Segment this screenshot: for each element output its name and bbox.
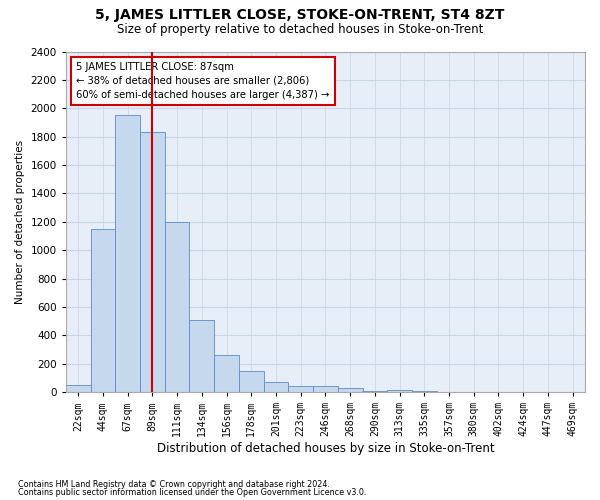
Text: Contains HM Land Registry data © Crown copyright and database right 2024.: Contains HM Land Registry data © Crown c… bbox=[18, 480, 330, 489]
Text: Contains public sector information licensed under the Open Government Licence v3: Contains public sector information licen… bbox=[18, 488, 367, 497]
Text: 5 JAMES LITTLER CLOSE: 87sqm
← 38% of detached houses are smaller (2,806)
60% of: 5 JAMES LITTLER CLOSE: 87sqm ← 38% of de… bbox=[76, 62, 329, 100]
Bar bbox=[165, 222, 190, 392]
Text: Size of property relative to detached houses in Stoke-on-Trent: Size of property relative to detached ho… bbox=[117, 22, 483, 36]
Bar bbox=[289, 386, 313, 392]
Bar bbox=[190, 320, 214, 392]
Bar bbox=[239, 371, 263, 392]
Bar bbox=[313, 386, 338, 392]
X-axis label: Distribution of detached houses by size in Stoke-on-Trent: Distribution of detached houses by size … bbox=[157, 442, 494, 455]
Bar bbox=[338, 388, 362, 392]
Bar bbox=[91, 229, 115, 392]
Bar bbox=[115, 116, 140, 392]
Bar bbox=[362, 390, 387, 392]
Bar bbox=[214, 354, 239, 392]
Text: 5, JAMES LITTLER CLOSE, STOKE-ON-TRENT, ST4 8ZT: 5, JAMES LITTLER CLOSE, STOKE-ON-TRENT, … bbox=[95, 8, 505, 22]
Bar bbox=[387, 390, 412, 392]
Bar bbox=[66, 385, 91, 392]
Y-axis label: Number of detached properties: Number of detached properties bbox=[15, 140, 25, 304]
Bar bbox=[263, 382, 289, 392]
Bar bbox=[140, 132, 165, 392]
